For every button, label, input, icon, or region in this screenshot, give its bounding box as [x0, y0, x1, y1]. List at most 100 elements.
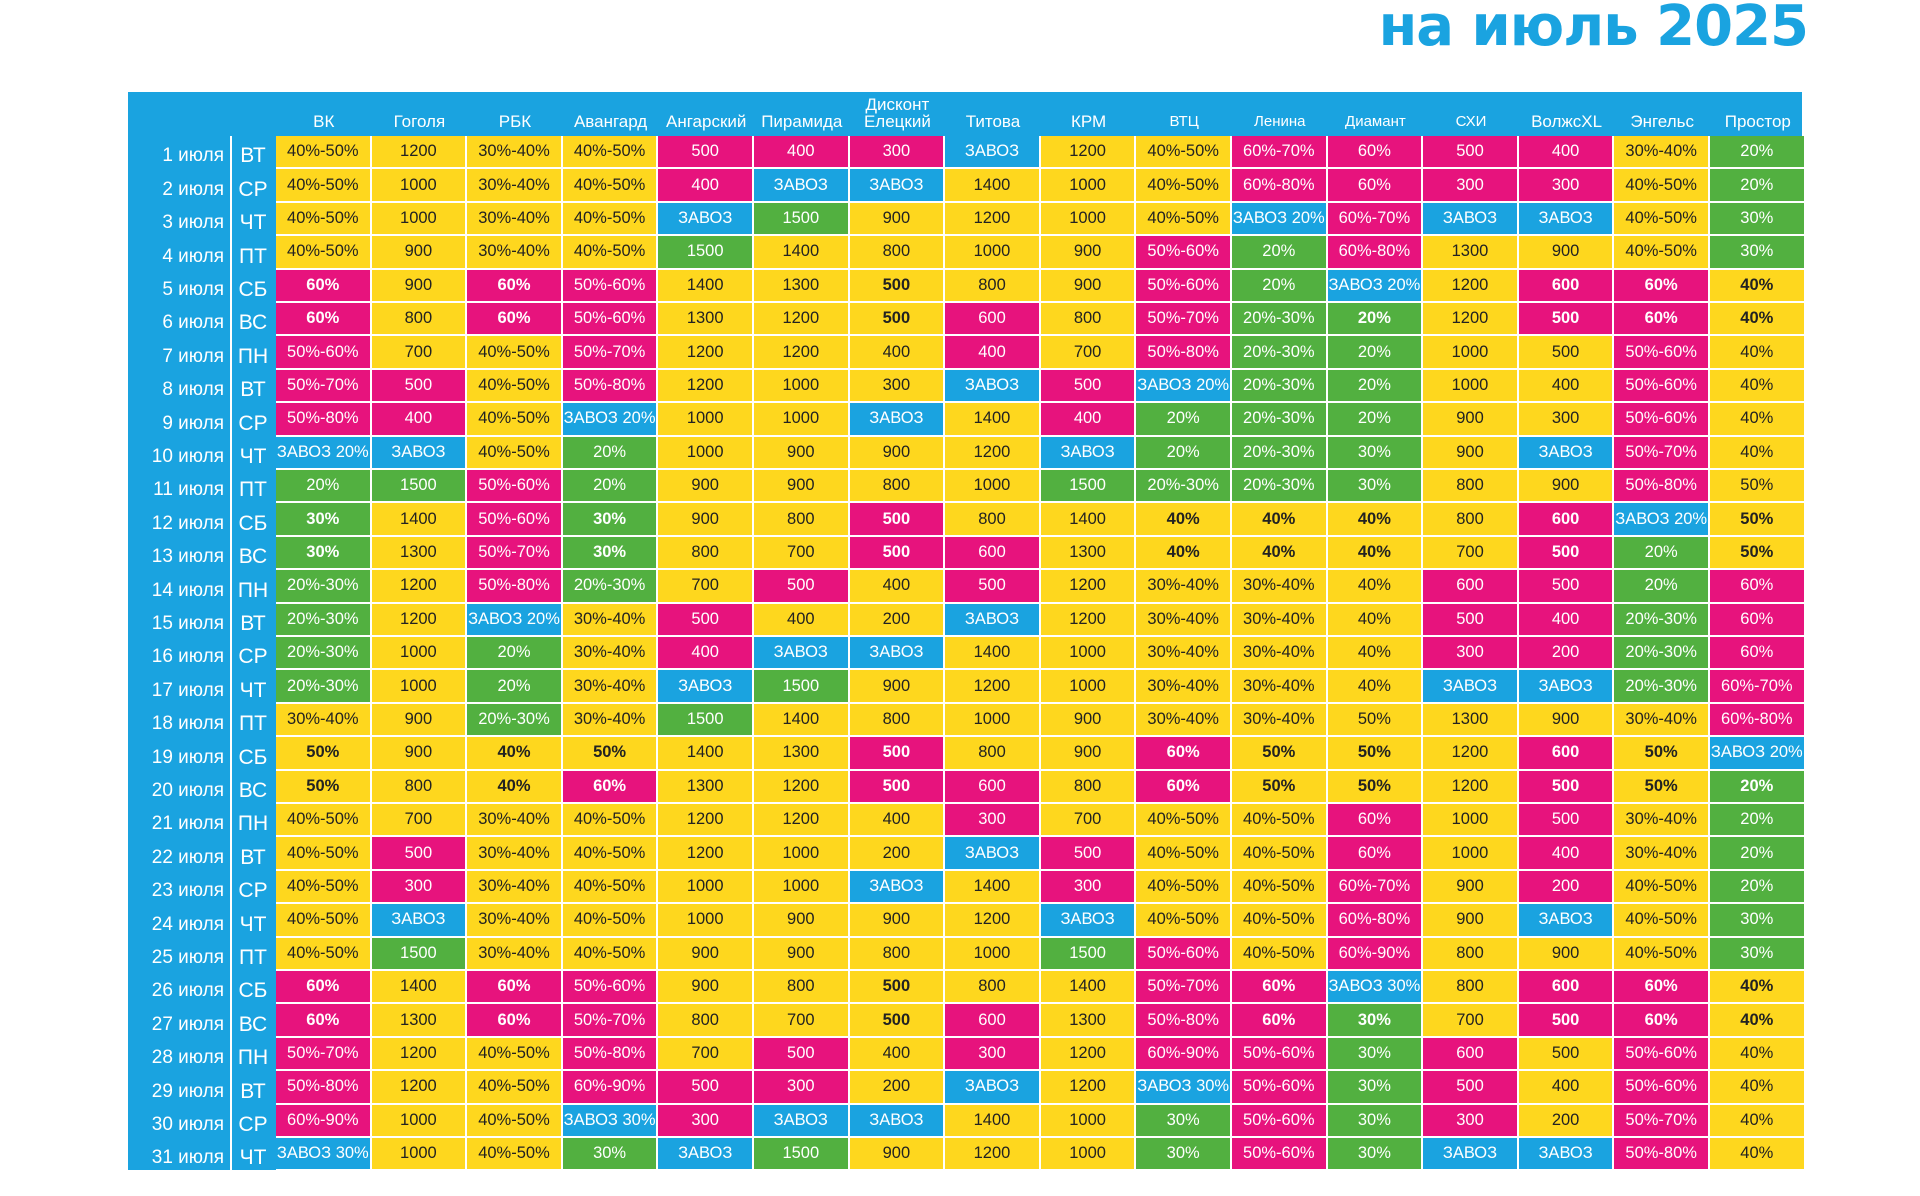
- schedule-cell: 200: [1518, 870, 1615, 905]
- schedule-cell: 60%: [1710, 603, 1806, 637]
- schedule-cell: 50%-60%: [562, 269, 659, 303]
- row-weekday: ВТ: [240, 845, 266, 869]
- schedule-cell: 30%: [1327, 1071, 1424, 1105]
- row-weekday: СБ: [238, 979, 268, 1003]
- schedule-cell: 1400: [371, 971, 468, 1005]
- row-weekday: СР: [238, 1112, 268, 1136]
- schedule-cell: 600: [945, 303, 1041, 337]
- schedule-cell: 1000: [371, 169, 468, 203]
- schedule-cell: 30%-40%: [467, 169, 563, 203]
- schedule-cell: 50%-60%: [562, 303, 659, 337]
- schedule-cell: ЗАВОЗ 30%: [276, 1138, 372, 1172]
- schedule-cell: 60%-80%: [1232, 169, 1328, 203]
- schedule-cell: 60%: [276, 1004, 372, 1038]
- schedule-cell: 800: [849, 236, 946, 270]
- row-weekday: ПТ: [239, 945, 267, 969]
- schedule-cell: 50%-60%: [1614, 1037, 1710, 1072]
- column-divider: [230, 136, 232, 1172]
- row-date: 8 июля: [162, 379, 224, 401]
- schedule-cell: 400: [371, 403, 468, 437]
- row-date: 13 июля: [151, 546, 224, 568]
- schedule-cell: 1200: [1040, 1071, 1137, 1105]
- row-date: 28 июля: [151, 1047, 224, 1069]
- schedule-cell: 40%: [1327, 637, 1424, 671]
- row-weekday: ВТ: [240, 1079, 266, 1103]
- schedule-cell: 60%: [467, 269, 563, 303]
- schedule-cell: 30%-40%: [467, 236, 563, 270]
- column-header: Диамант: [1345, 113, 1406, 130]
- schedule-cell: 50%-80%: [562, 369, 659, 404]
- schedule-cell: 1300: [658, 303, 754, 337]
- schedule-cell: 300: [754, 1071, 850, 1105]
- schedule-cell: 40%-50%: [1232, 937, 1328, 971]
- schedule-cell: 40%-50%: [562, 136, 659, 170]
- schedule-cell: 30%-40%: [1614, 136, 1710, 170]
- schedule-cell: ЗАВОЗ: [658, 670, 754, 704]
- schedule-cell: 900: [658, 503, 754, 537]
- schedule-cell: 20%-30%: [1614, 603, 1710, 637]
- schedule-cell: 1000: [1423, 336, 1519, 370]
- row-weekday: ПН: [237, 1046, 269, 1070]
- schedule-cell: 40%-50%: [467, 1037, 563, 1072]
- column-header: Титова: [965, 112, 1021, 131]
- schedule-cell: 1000: [1040, 637, 1137, 671]
- column-header: РБК: [498, 112, 532, 131]
- schedule-cell: 40%-50%: [562, 937, 659, 971]
- schedule-cell: 40%-50%: [1614, 937, 1710, 971]
- schedule-cell: 40%-50%: [1614, 202, 1710, 237]
- schedule-cell: 900: [371, 703, 468, 738]
- schedule-cell: 30%-40%: [467, 937, 563, 971]
- schedule-cell: 1200: [945, 1138, 1041, 1172]
- schedule-cell: 900: [1040, 703, 1137, 738]
- schedule-cell: 30%-40%: [1614, 703, 1710, 738]
- schedule-cell: 30%: [562, 503, 659, 537]
- schedule-cell: 600: [1423, 1037, 1519, 1072]
- schedule-cell: 40%-50%: [467, 436, 563, 470]
- row-weekday: ВТ: [240, 611, 266, 635]
- schedule-cell: 20%-30%: [1232, 369, 1328, 404]
- schedule-cell: 1500: [754, 1138, 850, 1172]
- schedule-cell: 700: [754, 1004, 850, 1038]
- schedule-cell: 40%-50%: [1232, 904, 1328, 938]
- schedule-cell: 40%: [467, 770, 563, 804]
- schedule-cell: 1400: [371, 503, 468, 537]
- schedule-cell: 1000: [754, 403, 850, 437]
- schedule-cell: 600: [1518, 737, 1615, 771]
- schedule-cell: 30%: [562, 536, 659, 571]
- schedule-cell: ЗАВОЗ: [849, 637, 946, 671]
- schedule-cell: ЗАВОЗ 30%: [1136, 1071, 1232, 1105]
- schedule-cell: 800: [1423, 503, 1519, 537]
- row-weekday: ВС: [238, 1012, 268, 1036]
- schedule-cell: 30%: [1327, 436, 1424, 470]
- schedule-cell: 1200: [1423, 303, 1519, 337]
- schedule-cell: 900: [371, 269, 468, 303]
- schedule-cell: 900: [658, 937, 754, 971]
- schedule-cell: 1400: [945, 870, 1041, 905]
- schedule-cell: 1000: [1040, 1138, 1137, 1172]
- schedule-cell: 1300: [1423, 703, 1519, 738]
- schedule-cell: ЗАВОЗ: [849, 870, 946, 905]
- schedule-cell: 500: [1040, 837, 1137, 871]
- schedule-cell: 800: [849, 470, 946, 504]
- row-date: 9 июля: [162, 412, 224, 434]
- column-header: Дисконт Елецкий: [863, 95, 931, 131]
- schedule-cell: 40%-50%: [1614, 169, 1710, 203]
- schedule-cell: 50%-60%: [1136, 236, 1232, 270]
- schedule-cell: 60%-70%: [1327, 870, 1424, 905]
- schedule-cell: 1400: [658, 737, 754, 771]
- schedule-cell: 30%: [276, 503, 372, 537]
- schedule-cell: 60%-90%: [1136, 1037, 1232, 1072]
- schedule-cell: 50%-80%: [276, 1071, 372, 1105]
- schedule-cell: 60%: [1327, 136, 1424, 170]
- schedule-cell: 20%: [1710, 804, 1806, 838]
- schedule-cell: 40%-50%: [276, 236, 372, 270]
- schedule-cell: 50%: [1232, 770, 1328, 804]
- schedule-cell: 400: [658, 637, 754, 671]
- schedule-cell: 1200: [754, 770, 850, 804]
- schedule-cell: 30%: [1327, 470, 1424, 504]
- schedule-cell: 900: [1423, 870, 1519, 905]
- schedule-cell: 500: [1518, 804, 1615, 838]
- schedule-cell: 20%-30%: [1232, 470, 1328, 504]
- schedule-cell: 1200: [658, 336, 754, 370]
- schedule-cell: 50%: [1710, 470, 1806, 504]
